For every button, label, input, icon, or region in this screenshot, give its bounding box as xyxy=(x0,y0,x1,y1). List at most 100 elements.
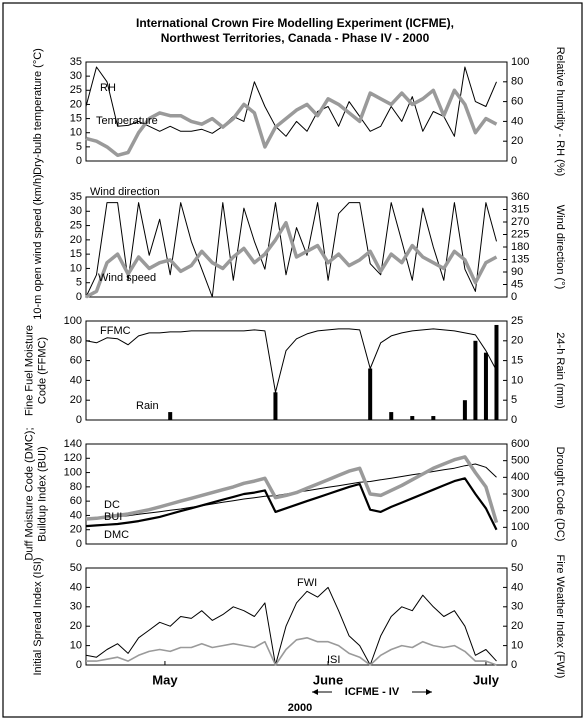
title-line: Northwest Territories, Canada - Phase IV… xyxy=(161,31,430,45)
y-tick-label: 15 xyxy=(70,112,82,124)
y2-tick-label: 100 xyxy=(511,521,529,533)
series-label: Wind direction xyxy=(90,186,160,198)
series-label: DMC xyxy=(104,529,129,541)
bar xyxy=(483,352,488,420)
y-tick-label: 30 xyxy=(70,205,82,217)
y2-axis-label: 24-h Rain (mm) xyxy=(554,332,566,408)
y-tick-label: 10 xyxy=(70,127,82,139)
bar xyxy=(473,340,478,420)
series-line xyxy=(85,202,497,298)
y2-tick-label: 360 xyxy=(511,191,529,203)
y-tick-label: 60 xyxy=(70,495,82,507)
y-tick-label: 15 xyxy=(70,248,82,260)
y-tick-label: 80 xyxy=(70,481,82,493)
y2-axis-label: Wind direction (°) xyxy=(554,205,566,289)
y2-tick-label: 180 xyxy=(511,241,529,253)
y2-tick-label: 10 xyxy=(511,640,523,652)
y2-tick-label: 5 xyxy=(511,394,517,406)
y-tick-label: 100 xyxy=(64,466,82,478)
y2-tick-label: 90 xyxy=(511,266,523,278)
y-tick-label: 5 xyxy=(76,277,82,289)
series-line xyxy=(85,66,497,137)
y2-axis-label: Relative humidity - RH (%) xyxy=(554,47,566,177)
y-tick-label: 0 xyxy=(76,538,82,550)
y-axis-label: Duff Moisture Code (DMC); xyxy=(23,427,35,560)
y-tick-label: 25 xyxy=(70,84,82,96)
series-label: DC xyxy=(104,499,120,511)
series-label: BUI xyxy=(104,511,122,523)
y2-tick-label: 225 xyxy=(511,228,529,240)
plot-frame xyxy=(85,61,508,162)
y2-tick-label: 200 xyxy=(511,505,529,517)
y2-tick-label: 40 xyxy=(511,581,523,593)
series-line xyxy=(85,220,498,299)
y-axis-label: Buildup Index (BUI) xyxy=(36,446,48,541)
bar xyxy=(494,324,499,420)
y2-tick-label: 20 xyxy=(511,620,523,632)
bar xyxy=(368,368,373,420)
series-line xyxy=(85,88,498,158)
y-tick-label: 25 xyxy=(70,219,82,231)
series-label: FWI xyxy=(297,577,317,589)
x-tick-label: July xyxy=(473,672,500,687)
y2-tick-label: 10 xyxy=(511,374,523,386)
bar xyxy=(168,412,173,420)
y2-tick-label: 270 xyxy=(511,216,529,228)
y-tick-label: 140 xyxy=(64,438,82,450)
y-tick-label: 35 xyxy=(70,56,82,68)
y2-tick-label: 60 xyxy=(511,96,523,108)
arrow-head xyxy=(312,689,318,695)
y-axis-label: Code (FFMC) xyxy=(36,337,48,404)
series-label: FFMC xyxy=(100,325,131,337)
y2-tick-label: 45 xyxy=(511,278,523,290)
y2-tick-label: 25 xyxy=(511,315,523,327)
series-line xyxy=(85,586,497,666)
series-line xyxy=(85,455,499,524)
bar xyxy=(273,392,278,420)
y-tick-label: 10 xyxy=(70,640,82,652)
y2-tick-label: 100 xyxy=(511,56,529,68)
y2-tick-label: 600 xyxy=(511,438,529,450)
series-label: RH xyxy=(100,82,116,94)
title-line: International Crown Fire Modelling Exper… xyxy=(136,16,454,30)
y2-tick-label: 500 xyxy=(511,455,529,467)
y-axis-label: Initial Spread Index (ISI) xyxy=(32,557,44,675)
y2-tick-label: 400 xyxy=(511,471,529,483)
arrow-head xyxy=(426,689,432,695)
y-tick-label: 40 xyxy=(70,509,82,521)
y2-tick-label: 30 xyxy=(511,601,523,613)
y-tick-label: 5 xyxy=(76,141,82,153)
y-tick-label: 30 xyxy=(70,601,82,613)
bar xyxy=(410,416,415,420)
y-tick-label: 35 xyxy=(70,191,82,203)
y-axis-label: 10-m open wind speed (km/h) xyxy=(32,174,44,320)
series-label: Wind speed xyxy=(98,272,156,284)
y-tick-label: 80 xyxy=(70,335,82,347)
y-tick-label: 20 xyxy=(70,394,82,406)
y-tick-label: 40 xyxy=(70,581,82,593)
series-label: Rain xyxy=(136,400,159,412)
y-tick-label: 20 xyxy=(70,234,82,246)
bar xyxy=(389,412,394,420)
y-tick-label: 60 xyxy=(70,355,82,367)
plot-frame xyxy=(85,567,508,666)
y-tick-label: 30 xyxy=(70,70,82,82)
y-tick-label: 40 xyxy=(70,374,82,386)
y2-tick-label: 0 xyxy=(511,659,517,671)
y-tick-label: 0 xyxy=(76,291,82,303)
y-tick-label: 20 xyxy=(70,620,82,632)
y-axis-label: Fine Fuel Moisture xyxy=(23,325,35,416)
y-tick-label: 100 xyxy=(64,315,82,327)
y2-tick-label: 80 xyxy=(511,76,523,88)
y2-axis-label: Drought Code (DC) xyxy=(554,447,566,542)
series-line xyxy=(85,477,498,531)
plot-frame xyxy=(85,320,508,421)
y-tick-label: 20 xyxy=(70,98,82,110)
y-tick-label: 20 xyxy=(70,524,82,536)
y2-tick-label: 0 xyxy=(511,414,517,426)
y2-tick-label: 135 xyxy=(511,253,529,265)
series-label: ISI xyxy=(327,654,340,666)
year-label: 2000 xyxy=(288,702,312,714)
